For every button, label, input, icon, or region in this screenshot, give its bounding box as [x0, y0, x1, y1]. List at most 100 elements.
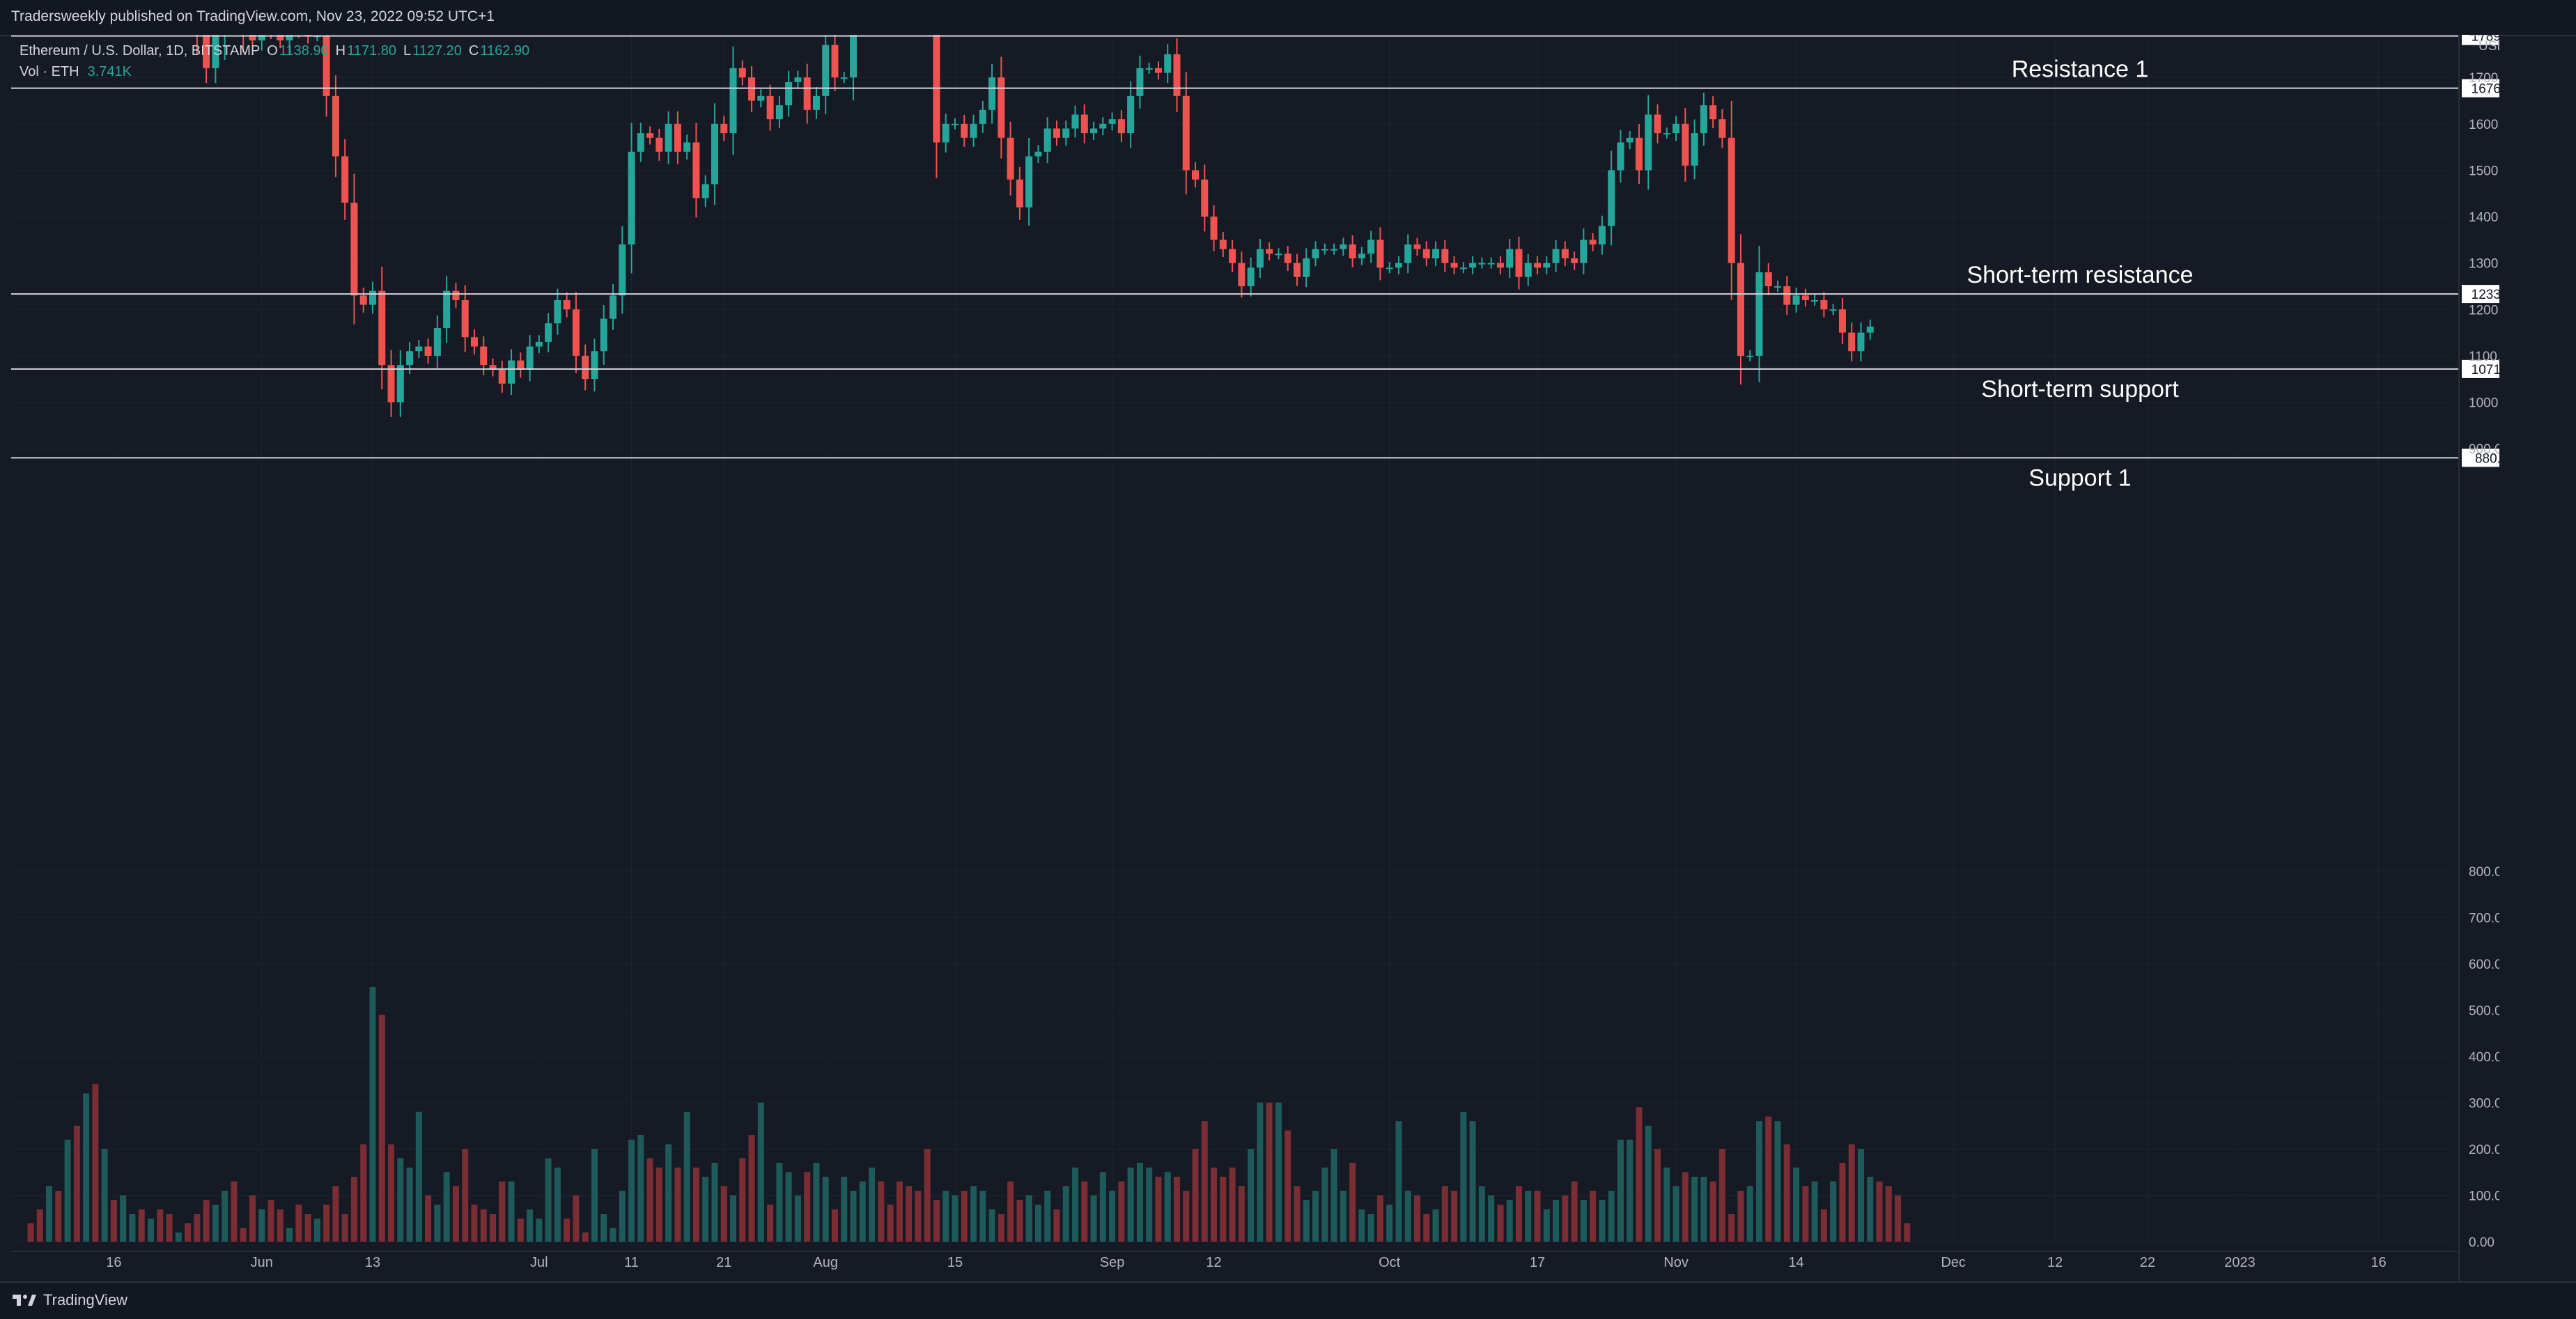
time-tick-label: 21	[716, 1255, 731, 1270]
candle-body	[1469, 263, 1477, 268]
volume-bar	[1709, 1181, 1716, 1242]
candle-body	[1043, 128, 1051, 152]
volume-bar	[341, 1214, 348, 1242]
volume-bar	[1072, 1167, 1079, 1242]
volume-bar	[1534, 1190, 1541, 1242]
chart-area[interactable]: Resistance 32031.56Resistance 21789.40Re…	[11, 35, 2499, 1281]
symbol-label[interactable]: Ethereum / U.S. Dollar, 1D, BITSTAMP	[20, 43, 261, 58]
level-name: Resistance 1	[2012, 56, 2149, 83]
candle-body	[1229, 249, 1236, 263]
volume-bar	[1081, 1181, 1088, 1242]
volume-bar	[1321, 1167, 1328, 1242]
volume-bar	[1155, 1176, 1162, 1242]
candle-body	[1080, 114, 1088, 134]
candle-body	[212, 35, 219, 68]
time-axis: 16 Jun 13 Jul 11 21 Aug 15 Sep 12 Oct 17 Nov 14 Dec 12 2…	[11, 1251, 2459, 1270]
candle-body	[258, 35, 265, 40]
volume-bar	[304, 1214, 311, 1242]
volume-bar	[212, 1204, 219, 1242]
candle-body	[1571, 258, 1578, 263]
candle-body	[988, 77, 996, 110]
candle-body	[378, 290, 386, 366]
time-tick-label: 11	[624, 1255, 639, 1270]
volume-bar	[1016, 1200, 1023, 1242]
volume-bar	[619, 1190, 626, 1242]
candle-body	[1210, 217, 1218, 240]
volume-bar	[850, 1190, 857, 1242]
volume-bar	[637, 1134, 644, 1242]
candle-body	[535, 341, 543, 347]
volume-bar	[1904, 1223, 1911, 1242]
high-label: H	[335, 43, 346, 58]
volume-tick-label: 600.00	[2469, 958, 2499, 972]
candle-body	[332, 95, 339, 157]
volume-bar	[683, 1111, 690, 1242]
volume-bars	[27, 987, 1911, 1242]
support-resistance-levels: Resistance 32031.56Resistance 21789.40Re…	[11, 35, 2499, 491]
candle-body	[1321, 249, 1328, 251]
candle-body	[1330, 249, 1338, 251]
candle-body	[1192, 170, 1200, 180]
candle-body	[1312, 249, 1319, 259]
candle-body	[489, 365, 497, 370]
volume-bar	[711, 1162, 718, 1242]
volume-bar	[582, 1232, 589, 1242]
volume-bar	[378, 1015, 385, 1242]
candle-body	[1838, 309, 1846, 333]
price-tick-label: 1100.00	[2469, 350, 2499, 364]
volume-bar	[1895, 1195, 1902, 1242]
volume-bar	[1848, 1144, 1855, 1242]
volume-bar	[1469, 1121, 1476, 1242]
volume-bar	[203, 1200, 210, 1242]
level-name: Support 1	[2028, 465, 2131, 491]
candle-body	[277, 35, 284, 40]
candle-body	[1746, 355, 1754, 357]
candle-body	[350, 203, 358, 296]
price-volume-chart[interactable]: Resistance 32031.56Resistance 21789.40Re…	[11, 35, 2499, 1281]
volume-bar	[961, 1190, 968, 1242]
candle-body	[526, 346, 534, 370]
volume-label[interactable]: Vol · ETH	[20, 64, 79, 79]
volume-bar	[1349, 1162, 1356, 1242]
candle-body	[1154, 68, 1162, 73]
volume-bar	[1340, 1190, 1347, 1242]
tradingview-logo[interactable]: TradingView	[13, 1291, 127, 1309]
candle-body	[610, 295, 617, 319]
volume-bar	[859, 1181, 866, 1242]
volume-bar	[665, 1144, 672, 1242]
volume-bar	[313, 1218, 320, 1242]
volume-bar	[1211, 1167, 1218, 1242]
candle-body	[1635, 137, 1643, 171]
candle-body	[1441, 249, 1449, 263]
volume-bar	[1497, 1204, 1504, 1242]
candle-body	[1543, 263, 1551, 268]
volume-bar	[277, 1209, 284, 1242]
volume-bar	[110, 1200, 117, 1242]
candle-body	[831, 45, 839, 78]
volume-bar	[1432, 1209, 1439, 1242]
volume-bar	[1553, 1200, 1560, 1242]
volume-bar	[194, 1214, 201, 1242]
level-price-tag	[2462, 359, 2499, 378]
volume-bar	[785, 1172, 792, 1242]
tradingview-brand: TradingView	[43, 1291, 128, 1309]
candle-body	[619, 244, 626, 296]
chart-legend: Ethereum / U.S. Dollar, 1D, BITSTAMP O 11…	[20, 40, 529, 82]
volume-bar	[360, 1144, 367, 1242]
volume-bar	[527, 1209, 534, 1242]
volume-bar	[1007, 1181, 1014, 1242]
candle-body	[1099, 123, 1107, 129]
candle-body	[637, 133, 644, 152]
level-price-tag	[2462, 35, 2499, 45]
volume-bar	[1451, 1190, 1458, 1242]
volume-bar	[1608, 1190, 1615, 1242]
volume-bar	[1774, 1121, 1781, 1242]
candle-body	[368, 290, 376, 305]
candle-body	[1663, 133, 1670, 135]
volume-bar	[369, 987, 376, 1242]
price-tick-label: 1400.00	[2469, 210, 2499, 225]
candle-body	[1127, 95, 1135, 134]
volume-bar	[1885, 1186, 1892, 1242]
volume-bar	[1220, 1176, 1227, 1242]
volume-bar	[887, 1204, 894, 1242]
